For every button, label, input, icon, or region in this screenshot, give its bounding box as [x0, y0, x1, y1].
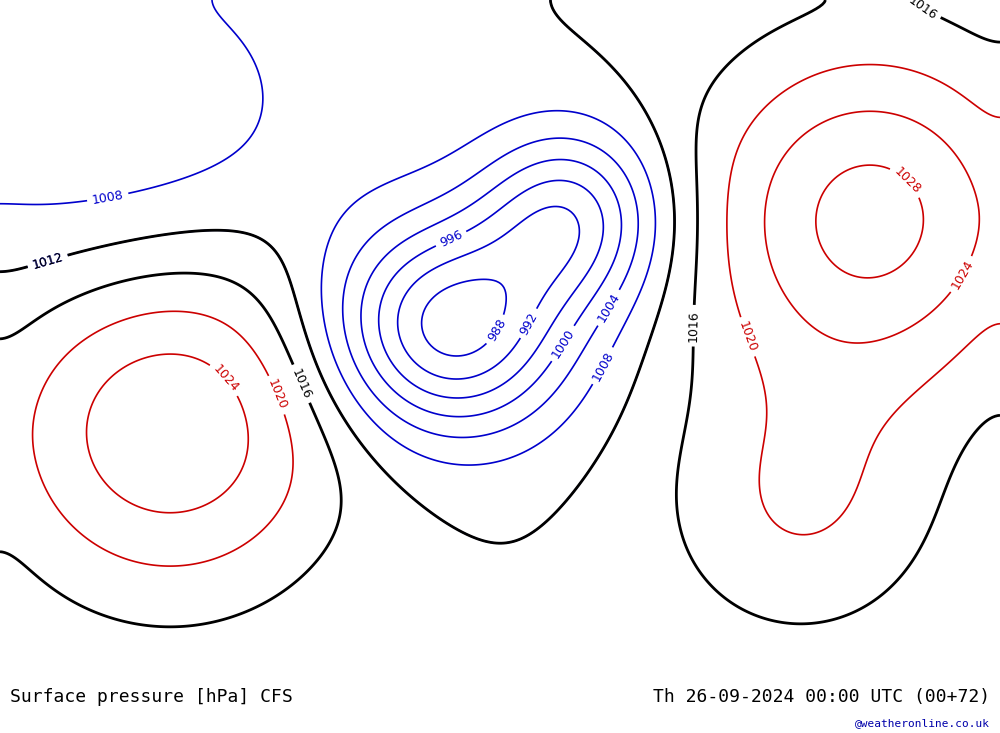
Text: 988: 988 [485, 317, 509, 344]
Text: 1016: 1016 [687, 310, 700, 342]
Text: 1024: 1024 [949, 258, 976, 292]
Text: 1016: 1016 [289, 366, 314, 401]
Text: 1008: 1008 [91, 188, 125, 207]
Text: 1000: 1000 [549, 327, 577, 361]
Text: 1012: 1012 [31, 250, 65, 271]
Text: 1004: 1004 [595, 291, 623, 325]
Text: 1024: 1024 [210, 363, 241, 395]
Text: Th 26-09-2024 00:00 UTC (00+72): Th 26-09-2024 00:00 UTC (00+72) [653, 688, 990, 706]
Text: 996: 996 [438, 228, 465, 250]
Text: Surface pressure [hPa] CFS: Surface pressure [hPa] CFS [10, 688, 293, 706]
Text: 1016: 1016 [906, 0, 939, 22]
Text: 992: 992 [517, 310, 540, 337]
Text: 1020: 1020 [265, 377, 289, 412]
Text: 1012: 1012 [31, 250, 65, 271]
Text: 1008: 1008 [590, 349, 616, 383]
Text: 1028: 1028 [891, 165, 923, 196]
Text: @weatheronline.co.uk: @weatheronline.co.uk [855, 718, 990, 728]
Text: 1020: 1020 [736, 320, 759, 354]
